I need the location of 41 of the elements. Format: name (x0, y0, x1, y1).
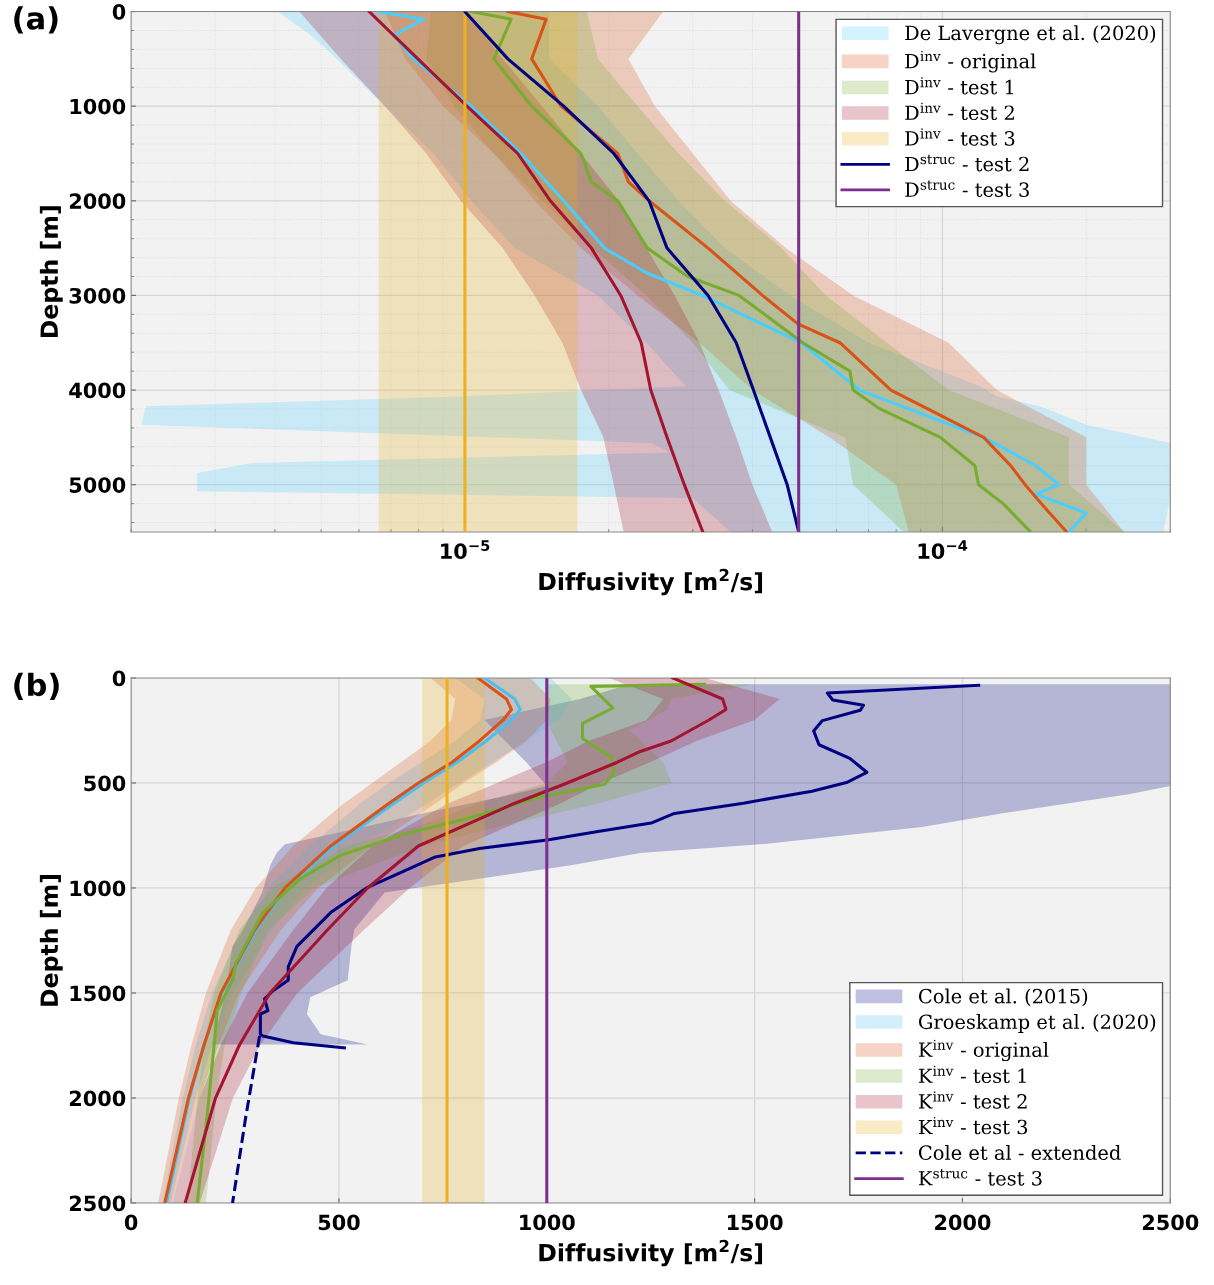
y-tick-label: 1500 (70, 985, 126, 1002)
y-axis-title: Depth [m] (39, 875, 63, 1006)
y-tick-label: 0 (112, 670, 126, 687)
y-tick-label: 1000 (70, 880, 126, 897)
x-tick-label: 500 (318, 1214, 360, 1231)
legend-label: K$^{inv}$ - original (918, 1039, 1049, 1062)
legend-label: Groeskamp et al. (2020) (918, 1014, 1156, 1033)
y-tick-label: 4000 (69, 382, 126, 399)
legend-label: K$^{struc}$ - test 3 (918, 1169, 1042, 1186)
chart-title: (a) (14, 6, 58, 34)
x-tick-label: 0 (124, 1214, 138, 1231)
y-tick-label: 5000 (69, 477, 126, 493)
y-tick-label: 2000 (69, 1090, 126, 1107)
y-axis-title: Depth [m] (39, 206, 63, 338)
x-tick-label: 10$^{−5}$ (441, 540, 490, 560)
legend-label: Cole et al. (2015) (918, 988, 1088, 1007)
x-tick-label: 10$^{−4}$ (918, 540, 968, 560)
x-tick-label: 2500 (1142, 1214, 1199, 1231)
legend-label: D$^{inv}$ - test 2 (905, 102, 1014, 121)
x-tick-label: 2000 (935, 1214, 991, 1231)
legend-label: D$^{struc}$ - test 3 (905, 180, 1029, 197)
x-tick-label: 1000 (520, 1214, 575, 1231)
legend-label: Cole et al - extended (918, 1144, 1121, 1161)
legend-label: K$^{inv}$ - test 1 (918, 1065, 1026, 1084)
legend-label: De Lavergne et al. (2020) (905, 25, 1156, 45)
legend-label: K$^{inv}$ - test 2 (918, 1091, 1027, 1109)
chart-title: (b) (14, 672, 59, 700)
legend-label: K$^{inv}$ - test 3 (918, 1117, 1028, 1135)
x-axis-title: Diffusivity [m$^{2}$/s] (539, 1239, 763, 1267)
y-tick-label: 3000 (69, 287, 126, 304)
y-tick-label: 2500 (69, 1195, 126, 1212)
legend-label: D$^{inv}$ - test 3 (905, 128, 1015, 146)
legend-label: D$^{struc}$ - test 2 (905, 154, 1029, 172)
legend-label: D$^{inv}$ - test 1 (905, 77, 1014, 95)
legend-label: D$^{inv}$ - original (905, 51, 1036, 73)
x-axis-title: Diffusivity [m$^{2}$/s] (539, 568, 763, 596)
y-tick-label: 500 (84, 775, 126, 792)
y-tick-label: 0 (112, 4, 126, 20)
y-tick-label: 1000 (70, 98, 126, 115)
x-tick-label: 1500 (727, 1214, 783, 1231)
y-tick-label: 2000 (69, 193, 126, 210)
